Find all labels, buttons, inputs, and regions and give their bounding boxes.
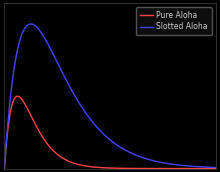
Slotted Aloha [106,136,108,138]
Slotted Aloha [208,166,211,168]
Pure Aloha [169,168,172,170]
Slotted Aloha [169,163,172,165]
Pure Aloha [3,168,6,170]
Line: Pure Aloha: Pure Aloha [4,96,216,169]
Line: Slotted Aloha: Slotted Aloha [4,24,216,169]
Pure Aloha [214,168,217,170]
Slotted Aloha [100,131,103,133]
Pure Aloha [14,97,16,99]
Slotted Aloha [3,168,6,170]
Pure Aloha [106,167,108,169]
Pure Aloha [100,167,103,169]
Slotted Aloha [29,23,32,25]
Legend: Pure Aloha, Slotted Aloha: Pure Aloha, Slotted Aloha [136,7,212,35]
Pure Aloha [208,168,211,170]
Pure Aloha [208,168,211,170]
Slotted Aloha [214,166,217,169]
Slotted Aloha [208,166,211,168]
Slotted Aloha [14,61,16,63]
Pure Aloha [16,95,19,97]
